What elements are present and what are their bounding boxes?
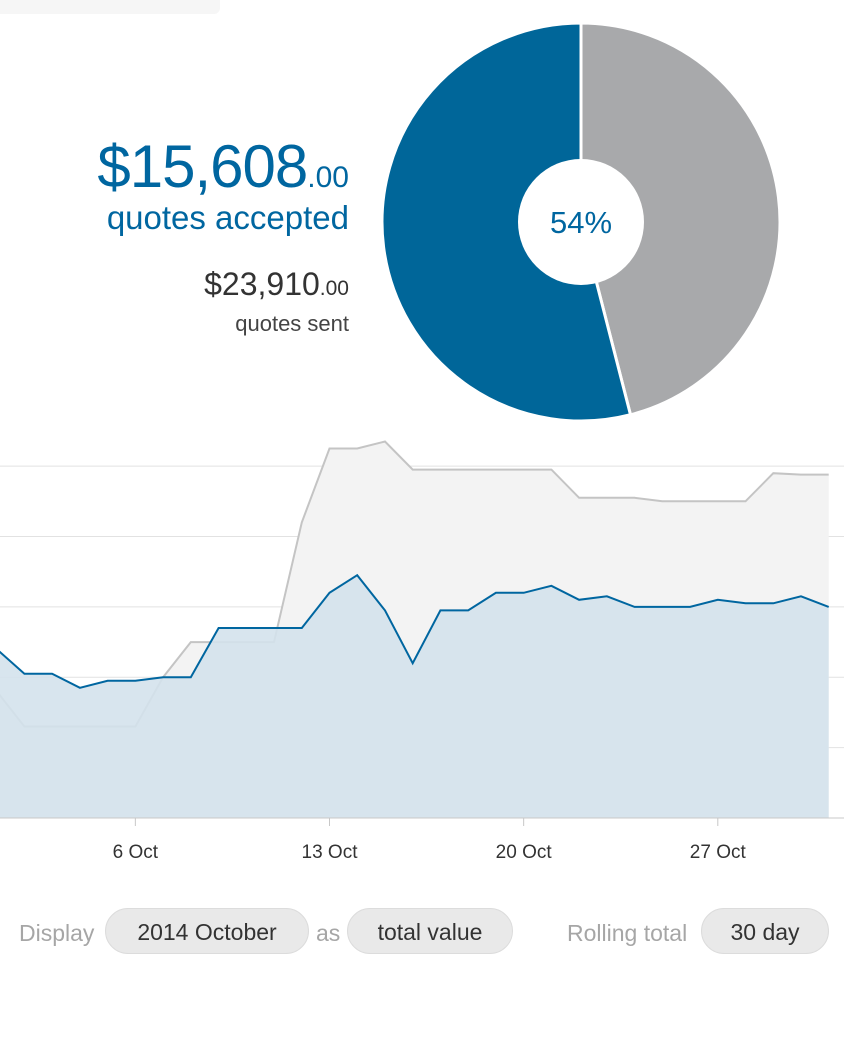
sent-amount-cents: .00: [319, 277, 349, 300]
measure-select[interactable]: total value: [347, 908, 513, 954]
accepted-amount: $15,608.00: [0, 132, 349, 201]
rolling-period-select[interactable]: 30 day: [701, 908, 829, 954]
period-select[interactable]: 2014 October: [105, 908, 309, 954]
series-accepted-area: [0, 575, 829, 818]
area-chart: 6 Oct 13 Oct 20 Oct 27 Oct: [0, 440, 844, 863]
chart-controls: Display 2014 October as total value Roll…: [0, 908, 844, 956]
sent-amount-major: $23,910: [204, 266, 320, 302]
sent-amount: $23,910.00: [0, 266, 349, 303]
donut-slice-accepted: [380, 21, 633, 423]
donut-chart: 54%: [380, 21, 782, 423]
donut-center-percent: 54%: [550, 205, 612, 240]
rolling-total-label: Rolling total: [567, 920, 688, 946]
x-tick-label: 13 Oct: [302, 842, 359, 863]
accepted-amount-cents: .00: [307, 161, 349, 194]
donut-hole: [518, 159, 644, 285]
sent-label: quotes sent: [235, 311, 349, 336]
x-tick-label: 27 Oct: [690, 842, 747, 863]
x-axis-ticks: 6 Oct 13 Oct 20 Oct 27 Oct: [113, 818, 747, 863]
as-label: as: [316, 920, 341, 946]
x-tick-label: 20 Oct: [496, 842, 553, 863]
series-accepted-line: [0, 573, 830, 689]
x-tick-label: 6 Oct: [113, 842, 159, 863]
top-tab-remnant: [0, 0, 220, 14]
display-label: Display: [19, 920, 95, 946]
donut-slice-remaining: [579, 21, 782, 417]
accepted-amount-major: $15,608: [97, 133, 308, 200]
accepted-label: quotes accepted: [106, 199, 349, 236]
